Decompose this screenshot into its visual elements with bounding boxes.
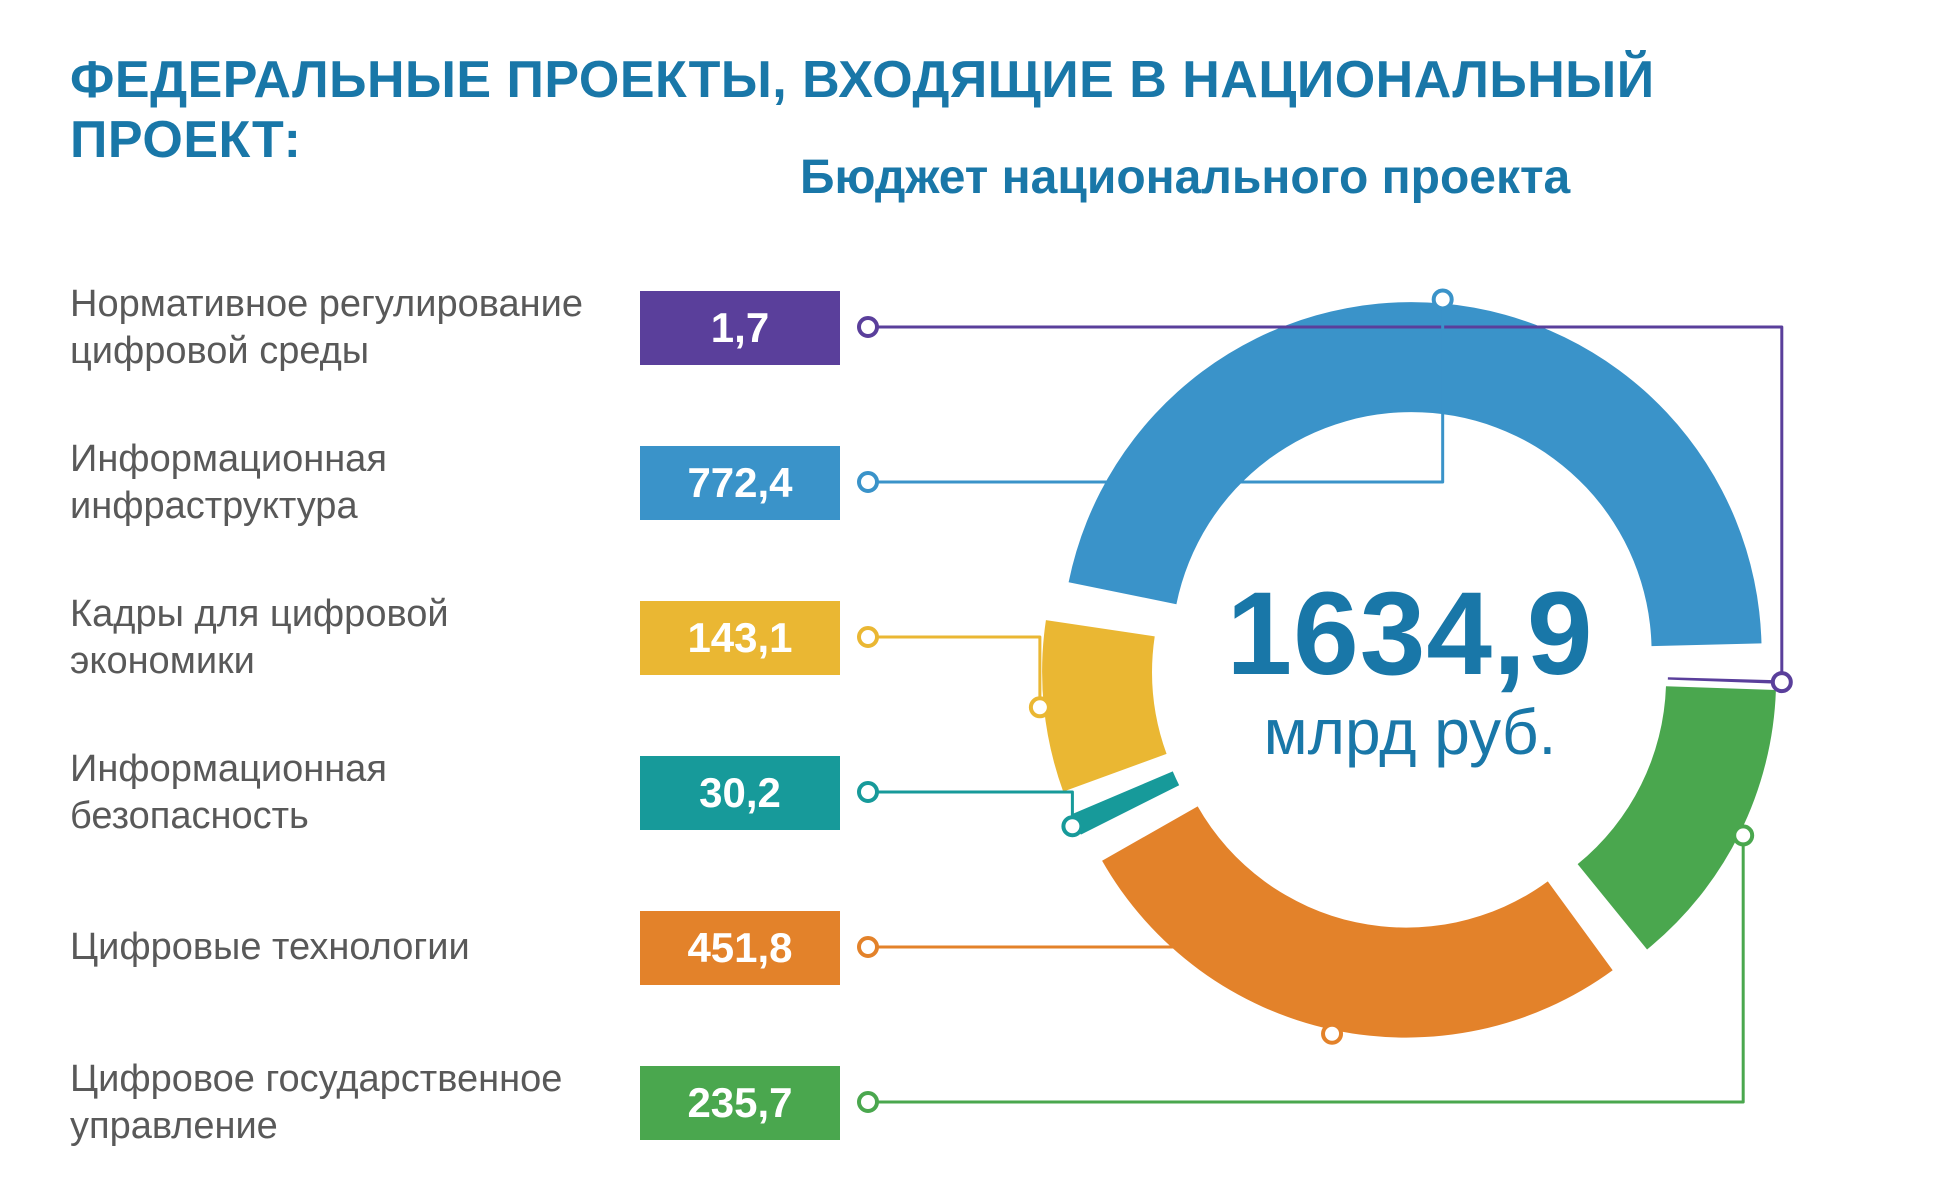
donut-slice [1042,620,1166,791]
donut-chart: 1634,9 млрд руб. [1000,260,1820,1080]
item-badge: 143,1 [640,601,840,675]
item-badge: 235,7 [640,1066,840,1140]
item-rows: Нормативное регулирование цифровой среды… [70,250,1030,1180]
donut-center: 1634,9 млрд руб. [1227,573,1594,767]
page: ФЕДЕРАЛЬНЫЕ ПРОЕКТЫ, ВХОДЯЩИЕ В НАЦИОНАЛ… [0,0,1942,1181]
item-label: Цифровые технологии [70,924,640,970]
donut-center-unit: млрд руб. [1227,697,1594,767]
item-row: Нормативное регулирование цифровой среды… [70,250,1030,405]
donut-slice [1668,677,1778,684]
item-label: Кадры для цифровой экономики [70,591,640,684]
item-label: Информационная инфраструктура [70,436,640,529]
chart-subtitle: Бюджет национального проекта [800,150,1570,205]
item-label: Цифровое государственное управление [70,1056,640,1149]
donut-slice [1578,686,1776,949]
item-row: Цифровое государственное управление 235,… [70,1025,1030,1180]
donut-slice [1102,806,1613,1037]
item-row: Кадры для цифровой экономики 143,1 [70,560,1030,715]
item-badge: 451,8 [640,911,840,985]
item-badge: 772,4 [640,446,840,520]
item-badge: 1,7 [640,291,840,365]
item-row: Информационная безопасность 30,2 [70,715,1030,870]
item-label: Нормативное регулирование цифровой среды [70,281,640,374]
item-row: Цифровые технологии 451,8 [70,870,1030,1025]
item-badge: 30,2 [640,756,840,830]
item-label: Информационная безопасность [70,746,640,839]
item-row: Информационная инфраструктура 772,4 [70,405,1030,560]
donut-center-value: 1634,9 [1227,573,1594,697]
